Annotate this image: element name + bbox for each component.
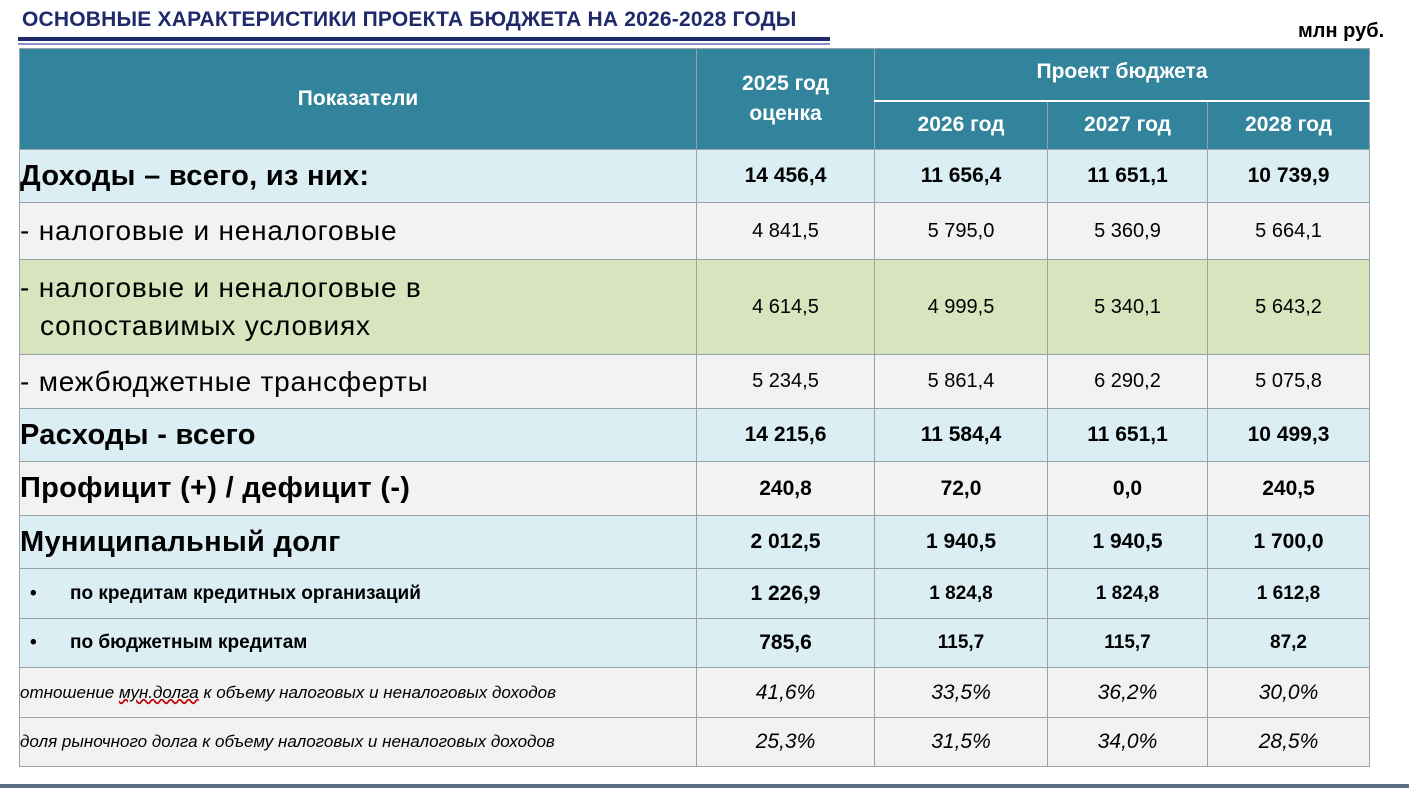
cell-value: 34,0% [1047, 717, 1208, 767]
row-label-surplus-deficit: Профицит (+) / дефицит (-) [19, 461, 697, 516]
row-label-debt-ratio: отношение мун.долга к объему налоговых и… [19, 667, 697, 718]
row-label-municipal-debt: Муниципальный долг [19, 515, 697, 569]
cell-value: 1 226,9 [696, 568, 875, 619]
header-project: Проект бюджета [873, 48, 1371, 101]
row-label-tax-nontax: - налоговые и неналоговые [19, 202, 697, 260]
cell-value: 14 215,6 [696, 408, 875, 462]
table-row: - налоговые и неналоговые в сопоставимых… [19, 259, 1371, 355]
cell-value: 240,5 [1206, 461, 1371, 516]
cell-value: 1 612,8 [1206, 568, 1371, 619]
row-label-line: - налоговые и неналоговые в [20, 272, 422, 303]
cell-value: 1 824,8 [1047, 568, 1208, 619]
cell-value: 28,5% [1206, 717, 1371, 767]
cell-value: 11 651,1 [1047, 408, 1208, 462]
row-label-line: сопоставимых условиях [40, 310, 371, 341]
row-label-credit-org-loans: • по кредитам кредитных организаций [19, 568, 697, 619]
footer-rule [0, 784, 1409, 788]
table-row: - налоговые и неналоговые 4 841,5 5 795,… [19, 202, 1371, 260]
header-year-2028: 2028 год [1206, 99, 1371, 150]
cell-value: 1 700,0 [1206, 515, 1371, 569]
row-label-tax-nontax-comparable: - налоговые и неналоговые в сопоставимых… [19, 259, 697, 355]
table-row: доля рыночного долга к объему налоговых … [19, 717, 1371, 767]
cell-value: 14 456,4 [696, 149, 875, 203]
cell-value: 41,6% [696, 667, 875, 718]
row-label-text: отношение [20, 682, 119, 702]
cell-value: 5 664,1 [1206, 202, 1371, 260]
table-row: Муниципальный долг 2 012,5 1 940,5 1 940… [19, 515, 1371, 569]
budget-table: Показатели 2025 год оценка Проект бюджет… [19, 48, 1371, 767]
cell-value: 4 841,5 [696, 202, 875, 260]
row-label-expenses-total: Расходы - всего [19, 408, 697, 462]
row-label-text: по кредитам кредитных организаций [70, 582, 421, 604]
cell-value: 33,5% [874, 667, 1048, 718]
cell-value: 5 643,2 [1206, 259, 1371, 355]
cell-value: 785,6 [696, 618, 875, 668]
cell-value: 31,5% [874, 717, 1048, 767]
table-row: Расходы - всего 14 215,6 11 584,4 11 651… [19, 408, 1371, 462]
cell-value: 4 614,5 [696, 259, 875, 355]
cell-value: 25,3% [696, 717, 875, 767]
cell-value: 5 861,4 [874, 354, 1048, 409]
cell-value: 5 360,9 [1047, 202, 1208, 260]
cell-value: 10 499,3 [1206, 408, 1371, 462]
row-label-text-underlined: мун.долга [118, 682, 199, 702]
unit-label: млн руб. [1298, 20, 1385, 42]
cell-value: 36,2% [1047, 667, 1208, 718]
cell-value: 5 234,5 [696, 354, 875, 409]
header-indicators: Показатели [19, 48, 697, 150]
header-year-2027: 2027 год [1047, 99, 1208, 150]
header-year-2026: 2026 год [874, 99, 1048, 150]
cell-value: 1 940,5 [1047, 515, 1208, 569]
row-label-text: по бюджетным кредитам [70, 632, 308, 653]
cell-value: 115,7 [874, 618, 1048, 668]
cell-value: 0,0 [1047, 461, 1208, 516]
table-row: • по бюджетным кредитам 785,6 115,7 115,7… [19, 618, 1371, 668]
cell-value: 11 656,4 [874, 149, 1048, 203]
bullet: • [30, 632, 37, 653]
header-estimate-2025: 2025 год оценка [696, 48, 875, 150]
page-title: ОСНОВНЫЕ ХАРАКТЕРИСТИКИ ПРОЕКТА БЮДЖЕТА … [22, 8, 797, 31]
cell-value: 11 584,4 [874, 408, 1048, 462]
bullet: • [30, 582, 37, 604]
cell-value: 11 651,1 [1047, 149, 1208, 203]
title-underline-thin [18, 43, 830, 45]
cell-value: 1 824,8 [874, 568, 1048, 619]
cell-value: 6 290,2 [1047, 354, 1208, 409]
cell-value: 5 795,0 [874, 202, 1048, 260]
cell-value: 72,0 [874, 461, 1048, 516]
table-row: • по кредитам кредитных организаций 1 226… [19, 568, 1371, 619]
header-estimate-label: оценка [749, 102, 822, 125]
cell-value: 87,2 [1206, 618, 1371, 668]
cell-value: 115,7 [1047, 618, 1208, 668]
row-label-income-total: Доходы – всего, из них: [19, 149, 697, 203]
row-label-market-debt-share: доля рыночного долга к объему налоговых … [19, 717, 697, 767]
cell-value: 5 340,1 [1047, 259, 1208, 355]
cell-value: 30,0% [1206, 667, 1371, 718]
table-row: отношение мун.долга к объему налоговых и… [19, 667, 1371, 718]
cell-value: 240,8 [696, 461, 875, 516]
cell-value: 1 940,5 [874, 515, 1048, 569]
cell-value: 5 075,8 [1206, 354, 1371, 409]
cell-value: 4 999,5 [874, 259, 1048, 355]
table-row: - межбюджетные трансферты 5 234,5 5 861,… [19, 354, 1371, 409]
row-label-text: к объему налоговых и неналоговых доходов [198, 682, 556, 702]
title-underline [18, 37, 830, 41]
cell-value: 10 739,9 [1206, 149, 1371, 203]
table-row: Профицит (+) / дефицит (-) 240,8 72,0 0,… [19, 461, 1371, 516]
row-label-budget-loans: • по бюджетным кредитам [19, 618, 697, 668]
cell-value: 2 012,5 [696, 515, 875, 569]
header-estimate-year: 2025 год [742, 72, 829, 95]
row-label-transfers: - межбюджетные трансферты [19, 354, 697, 409]
table-row: Доходы – всего, из них: 14 456,4 11 656,… [19, 149, 1371, 203]
